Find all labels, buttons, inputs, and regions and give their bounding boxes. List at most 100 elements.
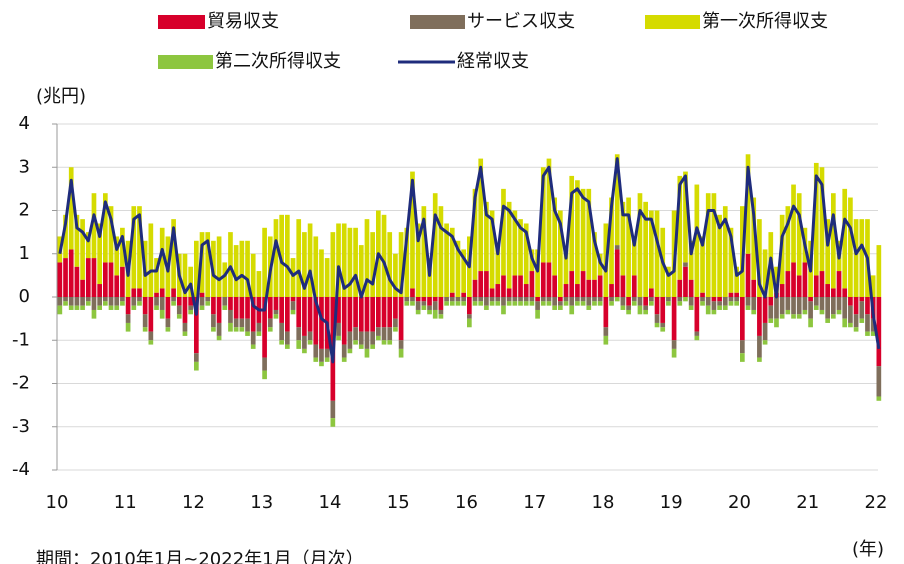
bar — [597, 275, 603, 297]
bar — [120, 297, 125, 302]
bar — [267, 327, 273, 332]
bar — [540, 297, 546, 302]
bar — [341, 344, 347, 358]
bar — [489, 297, 495, 302]
bar — [859, 297, 865, 302]
bar — [546, 297, 552, 302]
bar — [637, 297, 643, 306]
bar — [677, 279, 683, 297]
bar — [125, 297, 131, 315]
bar — [165, 297, 171, 319]
bar — [74, 305, 80, 310]
bar — [791, 184, 796, 263]
bar — [330, 418, 336, 427]
bar — [347, 331, 353, 349]
bar — [137, 301, 142, 306]
bar — [654, 210, 660, 297]
bar — [313, 236, 319, 297]
bar — [819, 271, 825, 297]
bar — [57, 262, 63, 297]
bar — [347, 348, 353, 354]
bar — [91, 193, 97, 259]
bar — [171, 288, 176, 297]
bar — [626, 197, 631, 297]
bar — [631, 297, 637, 302]
bar — [239, 318, 245, 328]
bar — [336, 297, 341, 323]
bar — [870, 331, 876, 336]
bar — [427, 309, 432, 315]
y-tick-label: 4 — [19, 113, 30, 134]
bar — [614, 245, 620, 250]
bar — [518, 297, 523, 302]
bar — [154, 292, 159, 297]
bar — [455, 240, 461, 297]
bar — [85, 232, 91, 259]
bar — [415, 301, 421, 310]
bar — [575, 284, 580, 297]
bar — [654, 297, 660, 315]
bar — [393, 318, 398, 328]
bar — [506, 297, 512, 302]
bar — [842, 188, 848, 289]
bar — [592, 301, 597, 306]
bar — [296, 340, 302, 349]
bar — [103, 301, 108, 306]
bar — [495, 301, 501, 306]
bar — [484, 201, 489, 272]
bar — [233, 245, 239, 297]
bar — [722, 305, 728, 310]
bar — [216, 322, 222, 336]
bar — [216, 297, 222, 323]
bar — [666, 301, 671, 306]
bar — [592, 232, 597, 280]
bar — [495, 245, 501, 285]
bar — [228, 232, 233, 297]
bar — [148, 340, 154, 345]
bar — [171, 301, 176, 306]
bar — [131, 305, 137, 310]
bar — [285, 214, 290, 297]
bar — [631, 301, 637, 306]
y-tick-label: -1 — [12, 329, 30, 350]
bar — [751, 309, 757, 315]
bar — [745, 305, 751, 310]
bar — [68, 297, 74, 306]
bar — [296, 219, 302, 297]
bar — [444, 297, 449, 302]
x-tick-label: 19 — [660, 492, 683, 513]
bar — [740, 340, 745, 354]
bar — [831, 297, 836, 315]
bar — [205, 301, 211, 306]
bar — [444, 223, 449, 297]
bar — [330, 232, 336, 297]
bar — [808, 318, 813, 328]
bar — [103, 193, 108, 263]
bar — [262, 227, 267, 297]
bar — [461, 301, 466, 306]
bar — [381, 340, 387, 345]
bar — [262, 370, 267, 380]
bar — [819, 167, 825, 272]
bar — [120, 227, 125, 267]
bar — [410, 288, 415, 297]
bar — [614, 154, 620, 246]
bar — [563, 249, 569, 285]
legend-swatch — [410, 15, 465, 29]
bar — [484, 297, 489, 306]
bar — [358, 245, 364, 297]
bar — [353, 227, 358, 297]
bar — [575, 301, 580, 306]
bar — [205, 297, 211, 302]
bar — [825, 297, 830, 319]
bar — [813, 305, 819, 310]
bar — [404, 301, 410, 306]
bar — [427, 297, 432, 306]
legend-swatch — [158, 55, 213, 69]
bar — [649, 301, 654, 306]
bar — [552, 305, 557, 310]
bar — [267, 297, 273, 319]
bar — [540, 262, 546, 297]
bar — [228, 322, 233, 332]
bar — [870, 275, 876, 297]
